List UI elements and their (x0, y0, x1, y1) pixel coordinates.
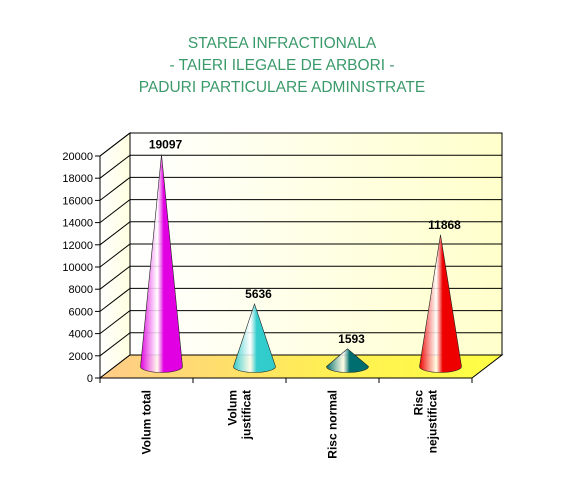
gridline (99, 132, 502, 157)
chart-title-line-3: PADURI PARTICULARE ADMINISTRATE (138, 79, 426, 96)
cone-bar (326, 348, 369, 373)
gridline (99, 310, 502, 334)
category-label-line: Risc (412, 390, 426, 416)
gridline (99, 154, 502, 179)
category-label-line: justificat (240, 390, 254, 440)
y-tick-label: 6000 (69, 306, 93, 318)
category-label-line: Volum (226, 390, 240, 426)
data-label: 19097 (149, 138, 183, 152)
labels: 19097 Volum total 5636 Volumjustificat 1593 R… (140, 138, 462, 459)
cone-bar (140, 154, 183, 373)
cone-body (419, 234, 462, 373)
y-axis: 0 2000 4000 6000 8000 10000 12000 14000 16000 180… (62, 151, 473, 385)
cone-bar (233, 302, 276, 373)
data-label: 11868 (428, 218, 461, 232)
chart-floor (98, 354, 504, 379)
y-tick-label: 0 (87, 373, 93, 385)
y-tick-label: 12000 (62, 240, 93, 252)
gridline (99, 199, 502, 223)
y-tick-label: 8000 (69, 284, 93, 296)
y-tick-label: 14000 (62, 218, 93, 230)
gridlines (99, 132, 502, 357)
y-tick-label: 16000 (62, 195, 93, 207)
gridline (99, 243, 502, 268)
category-label: Riscnejustificat (412, 390, 440, 454)
category-label-line: nejustificat (426, 390, 440, 453)
y-tick-label: 10000 (62, 262, 93, 274)
cone-body (140, 154, 183, 373)
category-label: Volumjustificat (226, 390, 254, 440)
gridline (99, 287, 502, 312)
chart-title-line-1: STAREA INFRACTIONALA (187, 35, 377, 52)
category-label: Volum total (140, 390, 154, 454)
category-label-line: Risc normal (326, 390, 340, 459)
floor-plane (98, 354, 504, 379)
chart-title-line-2: - TAIERI ILEGALE DE ARBORI - (169, 57, 395, 74)
gridline (99, 332, 502, 357)
cone-bar (419, 234, 462, 373)
gridline (99, 265, 502, 290)
y-tick-label: 20000 (62, 151, 93, 163)
y-tick-label: 2000 (69, 351, 93, 363)
cone-body (326, 348, 369, 373)
y-tick-label: 4000 (69, 329, 93, 341)
cone-bars (140, 154, 462, 373)
y-tick-label: 18000 (62, 173, 93, 185)
category-label: Risc normal (326, 390, 340, 459)
data-label: 5636 (245, 287, 272, 301)
gridline (99, 176, 502, 201)
category-label-line: Volum total (140, 390, 154, 454)
gridline (99, 221, 502, 246)
cone-body (233, 302, 276, 373)
data-label: 1593 (338, 332, 365, 346)
